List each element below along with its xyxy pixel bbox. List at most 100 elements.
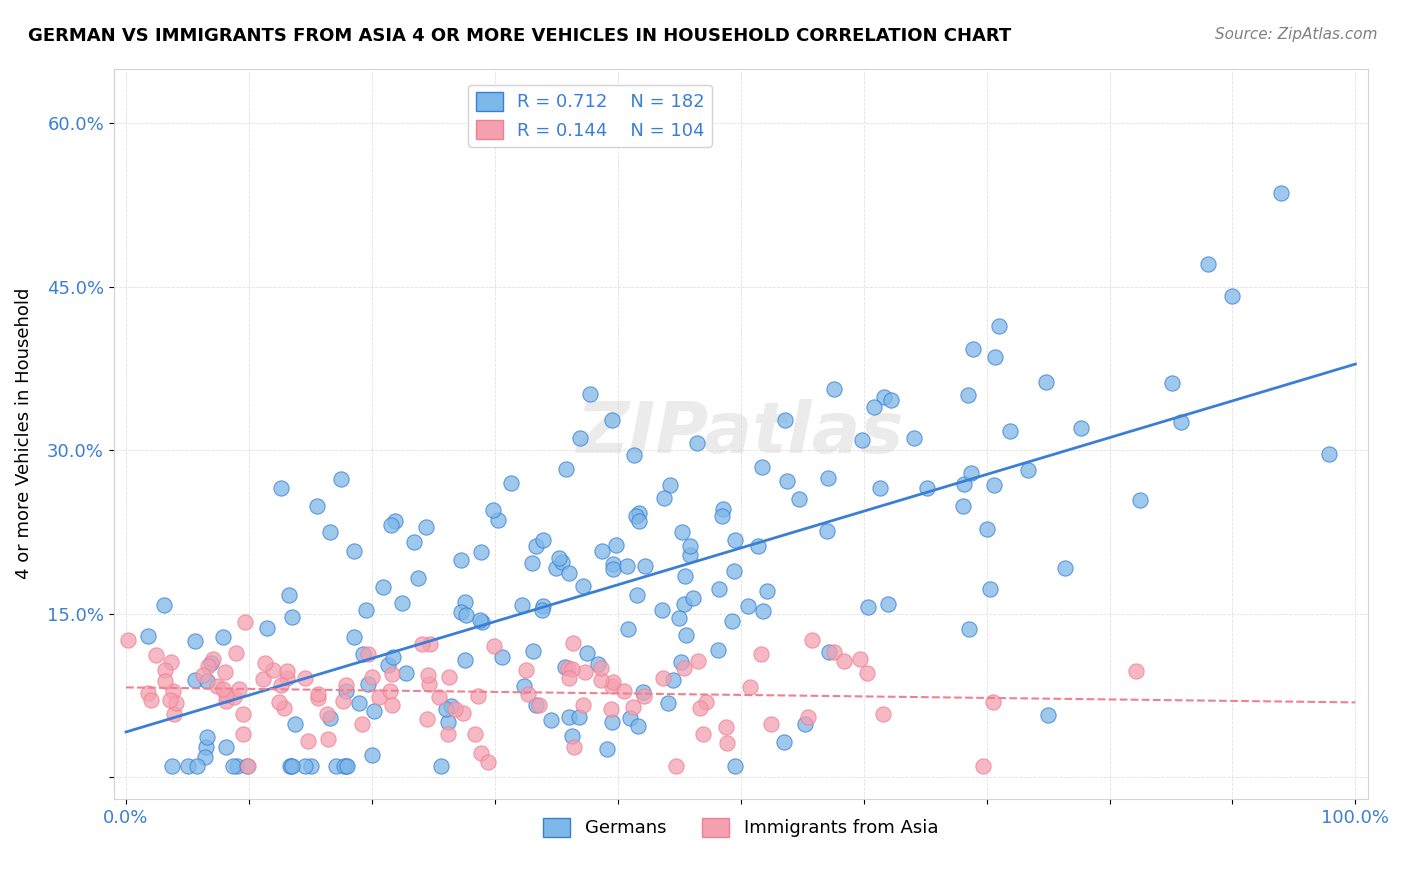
Point [962,342,984,356]
Point [972,759,994,773]
Point [252,672,274,686]
Point [470,545,492,559]
Point [163,706,186,721]
Point [613,683,636,698]
Point [879,393,901,408]
Point [470,747,492,761]
Point [959,466,981,480]
Point [668,611,690,625]
Text: Source: ZipAtlas.com: Source: ZipAtlas.com [1215,27,1378,42]
Point [335,759,357,773]
Point [368,690,391,704]
Point [1161,376,1184,390]
Text: ZIPatlas: ZIPatlas [576,400,904,468]
Point [297,734,319,748]
Point [343,544,366,558]
Point [319,525,342,540]
Point [434,702,457,716]
Point [627,514,650,528]
Point [776,474,799,488]
Point [136,629,159,643]
Point [619,711,641,725]
Point [834,654,856,668]
Point [1170,415,1192,429]
Point [215,694,238,708]
Point [621,699,644,714]
Point [371,580,394,594]
Point [772,735,794,749]
Point [363,704,385,718]
Point [682,591,704,605]
Point [177,759,200,773]
Point [482,503,505,517]
Point [463,727,485,741]
Point [486,513,509,527]
Point [307,499,329,513]
Point [307,687,329,701]
Point [195,730,218,744]
Point [862,401,884,415]
Point [477,755,499,769]
Point [513,679,536,693]
Point [153,674,176,689]
Point [451,706,474,720]
Point [686,435,709,450]
Point [591,661,613,675]
Point [689,700,711,714]
Point [678,548,700,562]
Point [450,605,472,619]
Point [567,710,589,724]
Point [343,630,366,644]
Point [273,701,295,715]
Point [669,656,692,670]
Point [1017,463,1039,477]
Point [453,595,475,609]
Point [391,596,413,610]
Point [332,694,354,708]
Point [381,666,404,681]
Point [801,633,824,648]
Point [212,681,235,696]
Point [440,699,463,714]
Point [903,431,925,445]
Point [361,670,384,684]
Point [673,597,696,611]
Point [336,759,359,773]
Point [673,661,696,675]
Point [381,698,404,712]
Point [1222,289,1244,303]
Point [318,710,340,724]
Point [626,588,648,602]
Point [160,655,183,669]
Point [671,525,693,540]
Point [225,759,247,773]
Point [233,615,256,629]
Point [602,558,624,572]
Point [153,598,176,612]
Point [153,663,176,677]
Point [335,684,357,698]
Point [352,716,374,731]
Point [380,517,402,532]
Point [1129,493,1152,508]
Point [200,656,222,670]
Point [616,558,638,573]
Point [979,582,1001,597]
Point [557,661,579,675]
Point [952,499,974,513]
Point [238,759,260,773]
Text: GERMAN VS IMMIGRANTS FROM ASIA 4 OR MORE VEHICLES IN HOUSEHOLD CORRELATION CHART: GERMAN VS IMMIGRANTS FROM ASIA 4 OR MORE… [28,27,1011,45]
Point [352,647,374,661]
Point [558,671,581,685]
Point [773,413,796,427]
Point [278,588,301,602]
Point [628,506,651,520]
Point [515,663,537,677]
Point [876,597,898,611]
Point [751,604,773,618]
Point [520,556,543,570]
Point [262,663,284,677]
Point [561,663,583,677]
Point [454,653,477,667]
Point [716,735,738,749]
